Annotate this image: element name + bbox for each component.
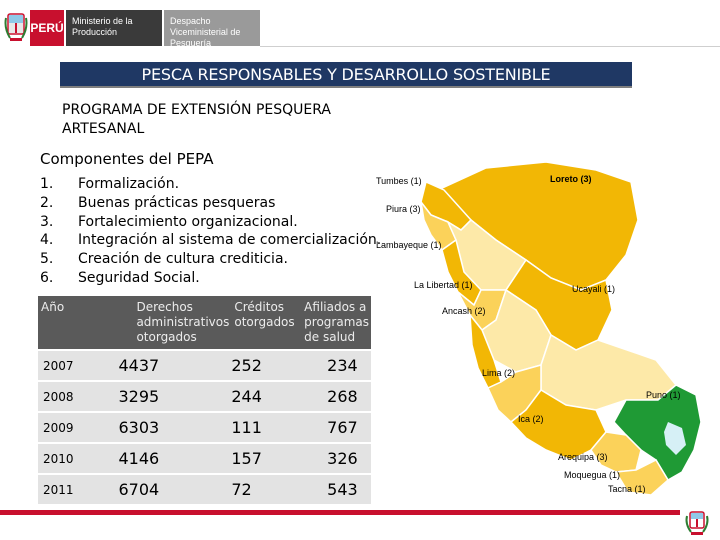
map-label-lambayeque: Lambayeque (1) [376, 240, 442, 250]
title-underline [60, 86, 632, 88]
page-title: PESCA RESPONSABLES Y DESARROLLO SOSTENIB… [60, 62, 632, 86]
header-credits: Créditos otorgados [231, 296, 302, 350]
list-item: 4. Integración al sistema de comercializa… [40, 232, 382, 249]
map-label-piura: Piura (3) [386, 204, 421, 214]
map-label-tumbes: Tumbes (1) [376, 176, 422, 186]
components-heading: Componentes del PEPA [40, 150, 214, 168]
list-item: 2. Buenas prácticas pesqueras [40, 194, 276, 211]
footer-coat-of-arms-icon [685, 511, 709, 535]
map-label-arequipa: Arequipa (3) [558, 452, 608, 462]
map-label-moquegua: Moquegua (1) [564, 470, 621, 480]
map-label-ancash: Ancash (2) [442, 306, 486, 316]
region-tacna [614, 459, 669, 496]
header-rights: Derechos administrativos otorgados [80, 296, 232, 350]
statistics-table: Año Derechos administrativos otorgados C… [38, 296, 371, 504]
footer-band [0, 515, 680, 540]
lake-titicaca [664, 422, 686, 455]
map-label-la-libertad: La Libertad (1) [414, 280, 473, 290]
map-label-tacna: Tacna (1) [608, 484, 646, 494]
map-label-ucayali: Ucayali (1) [572, 284, 616, 294]
components-list: 1. Formalización. 2. Buenas prácticas pesq… [40, 175, 390, 288]
table-row: 2011 6704 72 543 [38, 473, 371, 504]
map-label-puno: Puno (1) [646, 390, 681, 400]
map-label-ica: Ica (2) [518, 414, 544, 424]
list-item: 1. Formalización. [40, 176, 180, 192]
table-row: 2008 3295 244 268 [38, 380, 371, 412]
program-title: PROGRAMA DE EXTENSIÓN PESQUERA ARTESANAL [62, 102, 332, 137]
header-year: Año [38, 296, 81, 350]
table-row: 2010 4146 157 326 [38, 442, 371, 474]
header-divider [260, 46, 720, 47]
region-moquegua [590, 431, 642, 473]
list-item: 6. Seguridad Social. [40, 269, 200, 286]
table-row: 2007 4437 252 234 [38, 349, 371, 381]
coat-of-arms-icon [4, 13, 28, 41]
table-row: 2009 6303 111 767 [38, 411, 371, 443]
country-badge: PERÚ [30, 10, 64, 46]
map-label-lima: Lima (2) [482, 368, 516, 378]
list-item: 3. Fortalecimiento organizacional. [40, 213, 298, 230]
table-header-row: Año Derechos administrativos otorgados C… [38, 296, 371, 350]
ministry-badge: Ministerio de la Producción [66, 10, 162, 46]
header-health: Afiliados a programas de salud [301, 296, 371, 350]
vice-ministry-badge: Despacho Viceministerial de Pesquería [164, 10, 260, 48]
map-label-loreto: Loreto (3) [550, 174, 592, 184]
peru-region-map: Tumbes (1) Loreto (3) Piura (3) Lambayeq… [376, 160, 720, 500]
list-item: 5. Creación de cultura crediticia. [40, 251, 288, 268]
